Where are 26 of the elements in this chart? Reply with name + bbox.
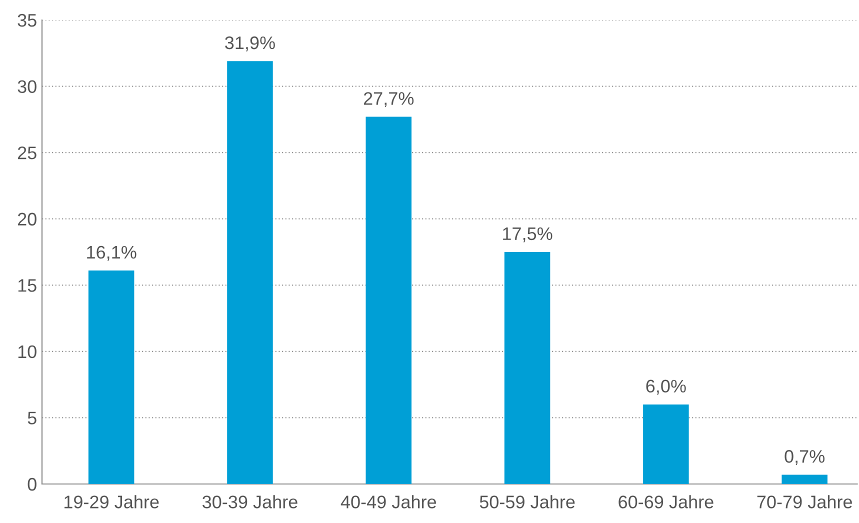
y-tick-label: 15	[18, 279, 36, 292]
bar	[643, 404, 689, 484]
x-tick-label: 50-59 Jahre	[480, 495, 575, 508]
y-tick-label: 35	[18, 14, 36, 27]
x-tick-label: 70-79 Jahre	[757, 495, 852, 508]
data-label: 6,0%	[646, 380, 686, 395]
data-label: 0,7%	[784, 450, 825, 465]
x-tick-label: 30-39 Jahre	[202, 495, 298, 508]
y-tick-label: 20	[18, 212, 36, 226]
data-label: 16,1%	[87, 246, 136, 261]
x-tick-label: 40-49 Jahre	[340, 495, 436, 508]
bar	[88, 270, 134, 484]
y-tick-label: 10	[18, 345, 36, 358]
x-tick-label: 60-69 Jahre	[618, 495, 714, 508]
bar	[504, 252, 550, 484]
y-tick-label: 0	[28, 478, 36, 491]
y-tick-label: 5	[28, 412, 36, 424]
y-tick-label: 25	[18, 146, 36, 160]
data-label: 17,5%	[503, 227, 552, 242]
data-label: 27,7%	[364, 92, 414, 108]
x-tick-label: 19-29 Jahre	[64, 495, 159, 508]
bar	[227, 61, 273, 484]
y-tick-label: 30	[18, 80, 36, 94]
data-label: 31,9%	[225, 36, 275, 52]
bar	[366, 116, 412, 484]
bar	[782, 474, 828, 484]
